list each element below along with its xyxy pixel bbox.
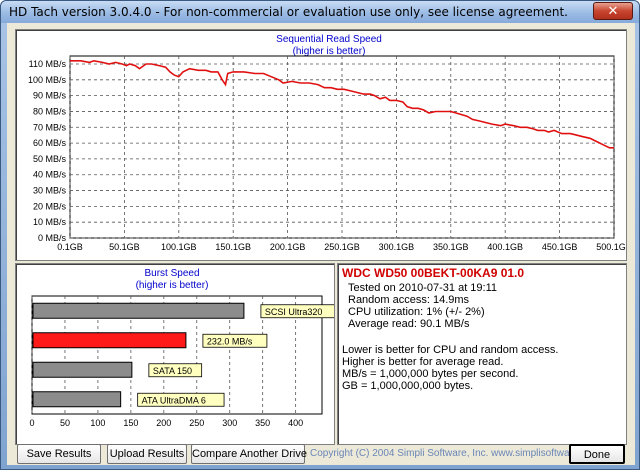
close-button[interactable]: ✕ xyxy=(593,2,633,20)
burst-x-tick-label: 50 xyxy=(60,418,70,428)
seq-y-tick-label: 80 MB/s xyxy=(33,106,67,116)
average-read: Average read: 90.1 MB/s xyxy=(348,318,470,330)
sequential-read-chart: Sequential Read Speed (higher is better)… xyxy=(28,34,632,252)
burst-x-tick-label: 300 xyxy=(222,418,237,428)
burst-x-tick-label: 150 xyxy=(123,418,138,428)
tested-on: Tested on 2010-07-31 at 19:11 xyxy=(348,282,498,294)
random-access: Random access: 14.9ms xyxy=(348,294,470,306)
seq-y-tick-label: 40 MB/s xyxy=(33,170,67,180)
compare-drive-button[interactable]: Compare Another Drive xyxy=(191,444,307,464)
burst-x-tick-label: 250 xyxy=(189,418,204,428)
seq-y-tick-label: 90 MB/s xyxy=(33,91,67,101)
seq-y-tick-label: 30 MB/s xyxy=(33,186,67,196)
burst-bar xyxy=(32,391,122,408)
seq-x-tick-label: 150.1GB xyxy=(215,242,251,252)
seq-y-tick-label: 50 MB/s xyxy=(33,154,67,164)
burst-x-tick-label: 400 xyxy=(288,418,303,428)
client-area: Sequential Read Speed (higher is better)… xyxy=(7,23,635,465)
title-bar[interactable]: HD Tach version 3.0.4.0 - For non-commer… xyxy=(1,1,639,23)
seq-x-tick-label: 50.1GB xyxy=(109,242,140,252)
note-line: Lower is better for CPU and random acces… xyxy=(342,344,559,356)
burst-bar-label-box xyxy=(148,363,203,378)
cpu-utilization: CPU utilization: 1% (+/- 2%) xyxy=(348,306,485,318)
burst-x-tick-label: 0 xyxy=(29,418,34,428)
upload-results-button[interactable]: Upload Results xyxy=(107,444,187,464)
burst-bar-label-box xyxy=(202,333,268,348)
seq-x-tick-label: 200.1GB xyxy=(270,242,306,252)
burst-bar-label: ATA UltraDMA 6 xyxy=(142,395,206,405)
done-button[interactable]: Done xyxy=(569,444,625,464)
seq-x-tick-label: 0.1GB xyxy=(57,242,83,252)
burst-bar xyxy=(32,332,187,349)
done-label: Done xyxy=(583,449,611,461)
burst-bar-label: SCSI Ultra320 xyxy=(265,307,323,317)
note-line: MB/s = 1,000,000 bytes per second. xyxy=(342,368,519,380)
save-results-label: Save Results xyxy=(26,448,92,460)
seq-x-tick-label: 500.1GB xyxy=(596,242,626,252)
seq-y-tick-label: 60 MB/s xyxy=(33,138,67,148)
seq-x-tick-label: 450.1GB xyxy=(542,242,578,252)
upload-results-label: Upload Results xyxy=(109,448,185,460)
burst-chart-title: Burst Speed xyxy=(144,268,199,279)
window-title: HD Tach version 3.0.4.0 - For non-commer… xyxy=(9,5,568,19)
seq-x-tick-label: 250.1GB xyxy=(324,242,360,252)
burst-plot-frame xyxy=(31,295,323,415)
burst-x-tick-label: 350 xyxy=(255,418,270,428)
compare-drive-label: Compare Another Drive xyxy=(192,448,307,460)
seq-y-tick-label: 100 MB/s xyxy=(28,75,67,85)
burst-bar xyxy=(32,302,245,319)
seq-read-series-line xyxy=(70,59,614,149)
seq-y-tick-label: 10 MB/s xyxy=(33,217,67,227)
seq-x-tick-label: 100.1GB xyxy=(161,242,197,252)
seq-chart-title: Sequential Read Speed xyxy=(276,34,382,45)
burst-bar-label: SATA 150 xyxy=(153,366,192,376)
copyright-text: Copyright (C) 2004 Simpli Software, Inc.… xyxy=(310,448,601,459)
seq-chart-subtitle: (higher is better) xyxy=(293,46,366,57)
seq-x-tick-label: 400.1GB xyxy=(487,242,523,252)
burst-x-tick-label: 200 xyxy=(156,418,171,428)
burst-bar-label-box xyxy=(137,392,225,407)
burst-bar xyxy=(32,361,133,378)
seq-y-tick-label: 110 MB/s xyxy=(29,59,67,69)
drive-name: WDC WD50 00BEKT-00KA9 01.0 xyxy=(342,266,525,280)
burst-bar-label: 232.0 MB/s xyxy=(207,336,253,346)
seq-x-tick-label: 300.1GB xyxy=(379,242,415,252)
burst-x-tick-label: 100 xyxy=(90,418,105,428)
burst-speed-chart: Burst Speed (higher is better) SCSI Ultr… xyxy=(29,268,343,428)
burst-speed-panel: Burst Speed (higher is better) SCSI Ultr… xyxy=(15,263,343,445)
burst-chart-subtitle: (higher is better) xyxy=(136,280,209,291)
results-panel: WDC WD50 00BEKT-00KA9 01.0 Tested on 201… xyxy=(337,263,627,445)
save-results-button[interactable]: Save Results xyxy=(17,444,101,464)
seq-y-tick-label: 70 MB/s xyxy=(33,122,67,132)
seq-x-tick-label: 350.1GB xyxy=(433,242,469,252)
note-line: Higher is better for average read. xyxy=(342,356,504,368)
seq-y-tick-label: 0 MB/s xyxy=(38,233,67,243)
sequential-read-panel: Sequential Read Speed (higher is better)… xyxy=(15,29,632,261)
note-line: GB = 1,000,000,000 bytes. xyxy=(342,380,474,392)
seq-y-tick-label: 20 MB/s xyxy=(33,201,67,211)
